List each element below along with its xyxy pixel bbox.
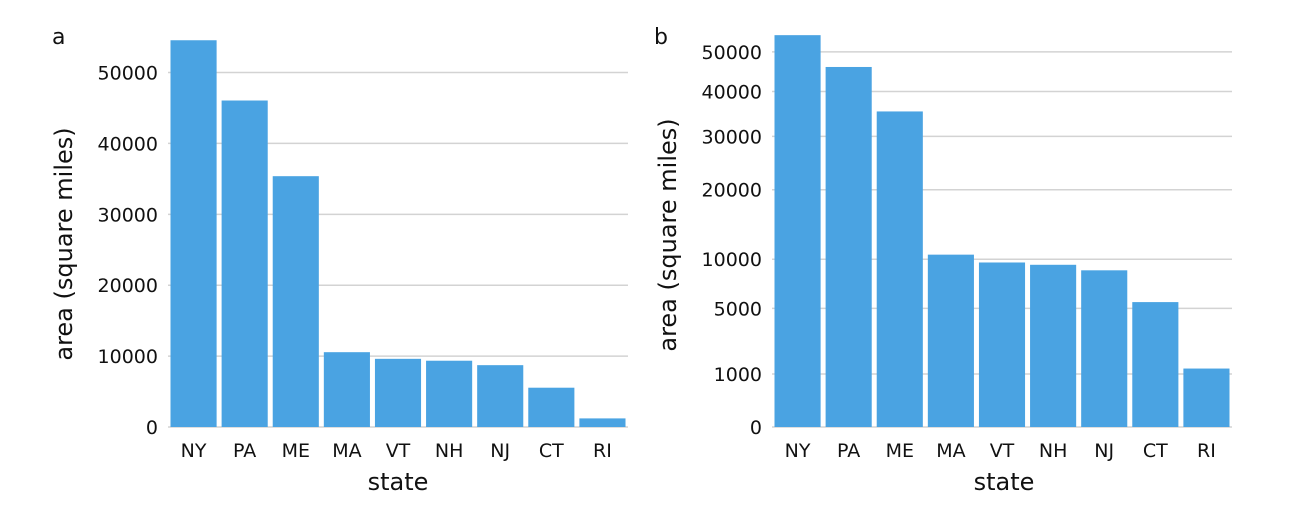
- panel-b-y-tick-label: 1000: [714, 364, 762, 386]
- panel-a-x-tick-label: RI: [593, 440, 612, 462]
- panel-b-y-tick-label: 20000: [702, 180, 762, 202]
- panel-b-bars: [774, 35, 1230, 428]
- panel-a-bar-nj: [477, 365, 524, 427]
- panel-b-x-tick-label: ME: [886, 440, 914, 462]
- panel-b-y-tick-label: 5000: [714, 298, 762, 320]
- panel-b-x-tick-label: RI: [1197, 440, 1216, 462]
- panel-b-y-axis-title: area (square miles): [654, 118, 682, 351]
- panel-a-x-tick-label: PA: [233, 440, 256, 462]
- panel-a-y-tick-label: 30000: [98, 204, 158, 226]
- panel-b-x-tick-label: NY: [785, 440, 811, 462]
- panel-b-y-tick-label: 30000: [702, 126, 762, 148]
- panel-b-bar-ny: [774, 35, 821, 427]
- panel-a-y-tick-label: 20000: [98, 275, 158, 297]
- panel-a-y-tick-label: 40000: [98, 133, 158, 155]
- panel-a-bar-pa: [221, 100, 268, 427]
- panel-b-x-tick-label: PA: [837, 440, 860, 462]
- panel-b-bar-ma: [927, 254, 974, 427]
- panel-a-x-tick-label: NH: [435, 440, 464, 462]
- panel-a-bar-nh: [426, 360, 473, 427]
- panel-a-y-tick-labels: 0 10000 20000 30000 40000 50000: [98, 63, 158, 439]
- panel-b-x-tick-label: MA: [936, 440, 965, 462]
- panel-a-y-tick-label: 50000: [98, 63, 158, 85]
- panel-b-bar-ct: [1132, 302, 1179, 427]
- panel-a-bar-ct: [528, 387, 575, 427]
- panel-a-y-tick-label: 10000: [98, 346, 158, 368]
- panel-a-bar-ma: [323, 352, 370, 427]
- panel-a-x-tick-label: ME: [282, 440, 310, 462]
- panel-b-bar-ri: [1183, 368, 1230, 427]
- panel-b-x-tick-label: NH: [1039, 440, 1068, 462]
- panel-b-bar-me: [876, 111, 923, 427]
- panel-a-x-tick-label: VT: [386, 440, 411, 462]
- panel-b-bar-vt: [978, 262, 1026, 427]
- panel-a-x-tick-label: NY: [181, 440, 207, 462]
- panel-b-y-tick-label: 50000: [702, 42, 762, 64]
- panel-a-letter: a: [52, 25, 65, 50]
- panel-b-bar-nh: [1030, 264, 1077, 427]
- panel-b-letter: b: [654, 25, 668, 50]
- panel-b-x-tick-labels: NY PA ME MA VT NH NJ CT RI: [785, 440, 1216, 462]
- panel-b-y-tick-label: 0: [750, 417, 762, 439]
- panel-b-bar-nj: [1081, 270, 1128, 427]
- panel-a-bar-me: [272, 176, 319, 427]
- panel-a-bar-vt: [374, 358, 422, 427]
- panel-b: b 0 1000 5000 10000 20000 30000 40000 50000 NY P…: [654, 25, 1232, 496]
- panel-a-y-axis-title: area (square miles): [50, 127, 78, 360]
- panel-b-x-tick-label: VT: [990, 440, 1015, 462]
- panel-a-bars: [170, 40, 626, 427]
- panel-a-bar-ny: [170, 40, 217, 427]
- panel-a-y-tick-label: 0: [146, 417, 158, 439]
- panel-a-x-tick-labels: NY PA ME MA VT NH NJ CT RI: [181, 440, 612, 462]
- panel-b-bar-pa: [825, 66, 872, 428]
- panel-a-x-tick-label: MA: [332, 440, 361, 462]
- panel-b-x-tick-label: CT: [1143, 440, 1168, 462]
- panel-b-y-tick-labels: 0 1000 5000 10000 20000 30000 40000 50000: [702, 42, 762, 439]
- panel-b-x-tick-label: NJ: [1094, 440, 1114, 462]
- panel-b-y-tick-label: 40000: [702, 81, 762, 103]
- panel-b-x-axis-title: state: [974, 468, 1035, 496]
- panel-b-y-tick-label: 10000: [702, 249, 762, 271]
- panel-a-x-axis-title: state: [368, 468, 429, 496]
- panel-a-bar-ri: [579, 418, 626, 427]
- panel-a-x-tick-label: NJ: [490, 440, 510, 462]
- panel-a-x-tick-label: CT: [539, 440, 564, 462]
